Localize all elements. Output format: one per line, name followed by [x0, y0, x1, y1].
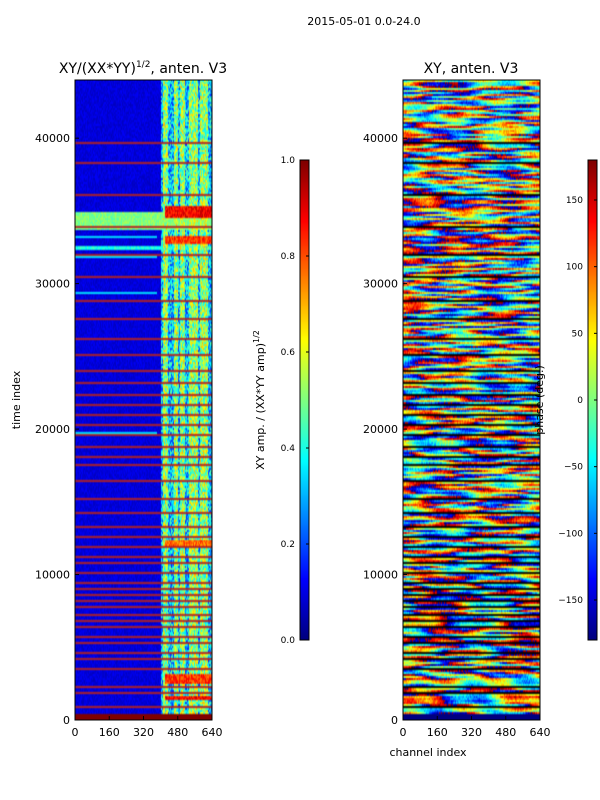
amplitude-axis-ticks: 0 160 320 480 640 0 10000 20000 30000 40000: [35, 132, 223, 739]
phase-colorbar: −150 −100 −50 0 50 100 150 phase (deg.): [533, 159, 598, 641]
amplitude-panel-title: XY/(XX*YY)1/2, anten. V3: [59, 60, 227, 77]
amplitude-panel: XY/(XX*YY)1/2, anten. V3 0 160 320 480 640 0 1…: [10, 60, 227, 739]
colorbar-tick-label: 50: [572, 329, 584, 339]
colorbar-tick-label: 0: [577, 396, 583, 406]
phase-xlabel: channel index: [389, 746, 467, 759]
amplitude-heatmap: [75, 80, 212, 720]
amplitude-colorbar-frame: [299, 159, 310, 641]
colorbar-tick-label: 0.6: [281, 348, 296, 358]
amplitude-colorbar: 0.0 0.2 0.4 0.6 0.8 1.0 XY amp. / (XX*YY amp)…: [252, 156, 310, 646]
colorbar-tick-label: 1.0: [281, 156, 296, 166]
amplitude-colorbar-label: XY amp. / (XX*YY amp)1/2: [252, 330, 267, 470]
x-tick-label: 640: [202, 726, 223, 739]
phase-colorbar-gradient: [588, 160, 597, 640]
phase-panel-title: XY, anten. V3: [424, 61, 519, 77]
y-tick-label: 40000: [363, 132, 398, 145]
x-tick-label: 640: [530, 726, 551, 739]
x-tick-label: 0: [72, 726, 79, 739]
y-tick-label: 20000: [363, 423, 398, 436]
colorbar-tick-label: 0.2: [281, 540, 295, 550]
amplitude-colorbar-gradient: [300, 160, 309, 640]
phase-axis-ticks: 0 160 320 480 640 0 10000 20000 30000 40000: [363, 132, 551, 739]
y-tick-label: 30000: [35, 278, 70, 291]
phase-colorbar-label: phase (deg.): [533, 365, 546, 435]
suptitle: 2015-05-01 0.0-24.0: [307, 15, 420, 28]
x-tick-label: 320: [133, 726, 154, 739]
colorbar-tick-label: −100: [558, 529, 583, 539]
amplitude-ylabel: time index: [10, 370, 23, 429]
colorbar-tick-label: −150: [558, 596, 583, 606]
x-tick-label: 480: [495, 726, 516, 739]
y-tick-label: 30000: [363, 278, 398, 291]
y-tick-label: 0: [391, 714, 398, 727]
x-tick-label: 480: [167, 726, 188, 739]
colorbar-tick-label: 0.4: [281, 444, 296, 454]
amplitude-colorbar-ticks: 0.0 0.2 0.4 0.6 0.8 1.0: [281, 156, 309, 646]
x-tick-label: 160: [427, 726, 448, 739]
y-tick-label: 40000: [35, 132, 70, 145]
phase-panel: XY, anten. V3 0 160 320 480 640 0 10000 20000 30…: [363, 61, 551, 759]
y-tick-label: 10000: [35, 569, 70, 582]
x-tick-label: 160: [99, 726, 120, 739]
colorbar-tick-label: 0.0: [281, 636, 296, 646]
phase-colorbar-ticks: −150 −100 −50 0 50 100 150: [558, 196, 597, 606]
colorbar-tick-label: 0.8: [281, 252, 296, 262]
y-tick-label: 0: [63, 714, 70, 727]
colorbar-tick-label: −50: [564, 463, 583, 473]
colorbar-tick-label: 150: [566, 196, 583, 206]
x-tick-label: 0: [400, 726, 407, 739]
phase-heatmap: [403, 80, 540, 720]
x-tick-label: 320: [461, 726, 482, 739]
y-tick-label: 20000: [35, 423, 70, 436]
colorbar-tick-label: 100: [566, 263, 583, 273]
y-tick-label: 10000: [363, 569, 398, 582]
